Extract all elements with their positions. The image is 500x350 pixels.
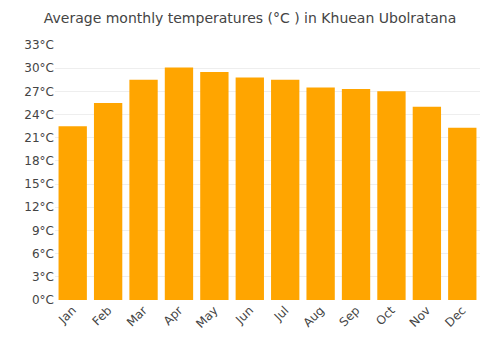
- svg-text:21°C: 21°C: [24, 131, 54, 145]
- svg-text:Sep: Sep: [337, 303, 363, 329]
- svg-text:0°C: 0°C: [32, 293, 54, 307]
- svg-text:Mar: Mar: [124, 303, 150, 329]
- svg-text:6°C: 6°C: [32, 247, 54, 261]
- svg-text:30°C: 30°C: [24, 61, 54, 75]
- svg-text:Dec: Dec: [442, 303, 468, 329]
- svg-text:9°C: 9°C: [32, 224, 54, 238]
- svg-text:Jul: Jul: [271, 303, 292, 324]
- svg-text:15°C: 15°C: [24, 177, 54, 191]
- svg-text:24°C: 24°C: [24, 108, 54, 122]
- svg-text:27°C: 27°C: [24, 85, 54, 99]
- svg-text:Feb: Feb: [90, 303, 115, 328]
- svg-text:May: May: [193, 303, 220, 330]
- svg-text:33°C: 33°C: [24, 38, 54, 52]
- svg-text:Jun: Jun: [232, 303, 256, 327]
- svg-text:18°C: 18°C: [24, 154, 54, 168]
- svg-text:Average monthly temperatures (: Average monthly temperatures (°C ) in Kh…: [44, 10, 456, 26]
- svg-text:12°C: 12°C: [24, 200, 54, 214]
- svg-text:Jan: Jan: [55, 303, 79, 327]
- svg-text:3°C: 3°C: [32, 270, 54, 284]
- svg-text:Nov: Nov: [407, 303, 433, 329]
- svg-text:Oct: Oct: [373, 303, 398, 328]
- svg-text:Aug: Aug: [301, 303, 327, 329]
- svg-text:Apr: Apr: [161, 303, 186, 328]
